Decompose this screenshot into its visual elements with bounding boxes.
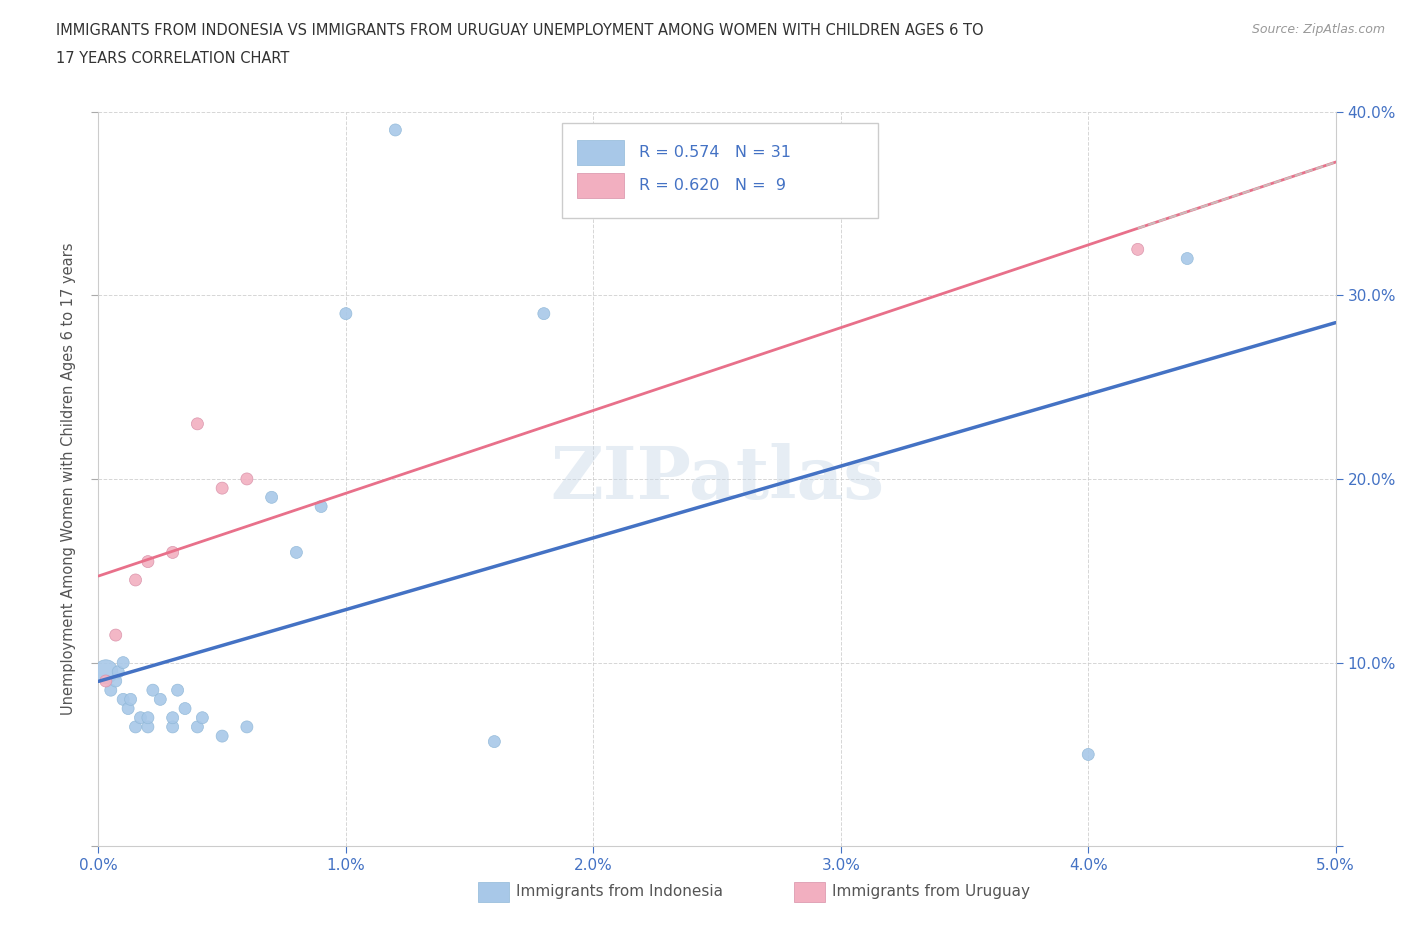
Point <box>94 673 117 688</box>
Point <box>117 701 139 716</box>
Point <box>100 683 122 698</box>
Y-axis label: Unemployment Among Women with Children Ages 6 to 17 years: Unemployment Among Women with Children A… <box>60 243 76 715</box>
Point <box>186 720 208 735</box>
Point <box>129 711 152 725</box>
Point <box>104 628 127 643</box>
Point <box>236 472 259 486</box>
Point <box>236 720 259 735</box>
Point <box>384 123 406 138</box>
Text: Immigrants from Uruguay: Immigrants from Uruguay <box>832 884 1031 899</box>
Point <box>142 683 165 698</box>
Point <box>1175 251 1198 266</box>
Point <box>112 692 135 707</box>
Text: R = 0.620   N =  9: R = 0.620 N = 9 <box>640 178 786 193</box>
Point <box>211 729 233 744</box>
Point <box>166 683 188 698</box>
Point <box>162 720 184 735</box>
Point <box>120 692 142 707</box>
Bar <box>578 173 624 198</box>
Point <box>94 664 117 679</box>
Point <box>136 711 159 725</box>
Point <box>112 655 135 670</box>
Point <box>124 720 146 735</box>
Text: 17 YEARS CORRELATION CHART: 17 YEARS CORRELATION CHART <box>56 51 290 66</box>
Point <box>1077 747 1099 762</box>
FancyBboxPatch shape <box>562 123 877 219</box>
Point <box>162 711 184 725</box>
Point <box>335 306 357 321</box>
Point <box>533 306 555 321</box>
Point <box>484 734 506 749</box>
Text: ZIPatlas: ZIPatlas <box>550 444 884 514</box>
Point <box>107 664 129 679</box>
Text: R = 0.574   N = 31: R = 0.574 N = 31 <box>640 144 792 160</box>
Point <box>149 692 172 707</box>
Bar <box>578 140 624 166</box>
Point <box>1126 242 1149 257</box>
Point <box>211 481 233 496</box>
Point <box>136 720 159 735</box>
Point <box>124 573 146 588</box>
Point <box>174 701 197 716</box>
Text: Immigrants from Indonesia: Immigrants from Indonesia <box>516 884 723 899</box>
Point <box>136 554 159 569</box>
Point <box>104 673 127 688</box>
Point <box>260 490 283 505</box>
Point <box>285 545 308 560</box>
Point <box>191 711 214 725</box>
Text: IMMIGRANTS FROM INDONESIA VS IMMIGRANTS FROM URUGUAY UNEMPLOYMENT AMONG WOMEN WI: IMMIGRANTS FROM INDONESIA VS IMMIGRANTS … <box>56 23 984 38</box>
Point <box>162 545 184 560</box>
Point <box>186 417 208 432</box>
Point <box>309 499 332 514</box>
Text: Source: ZipAtlas.com: Source: ZipAtlas.com <box>1251 23 1385 36</box>
